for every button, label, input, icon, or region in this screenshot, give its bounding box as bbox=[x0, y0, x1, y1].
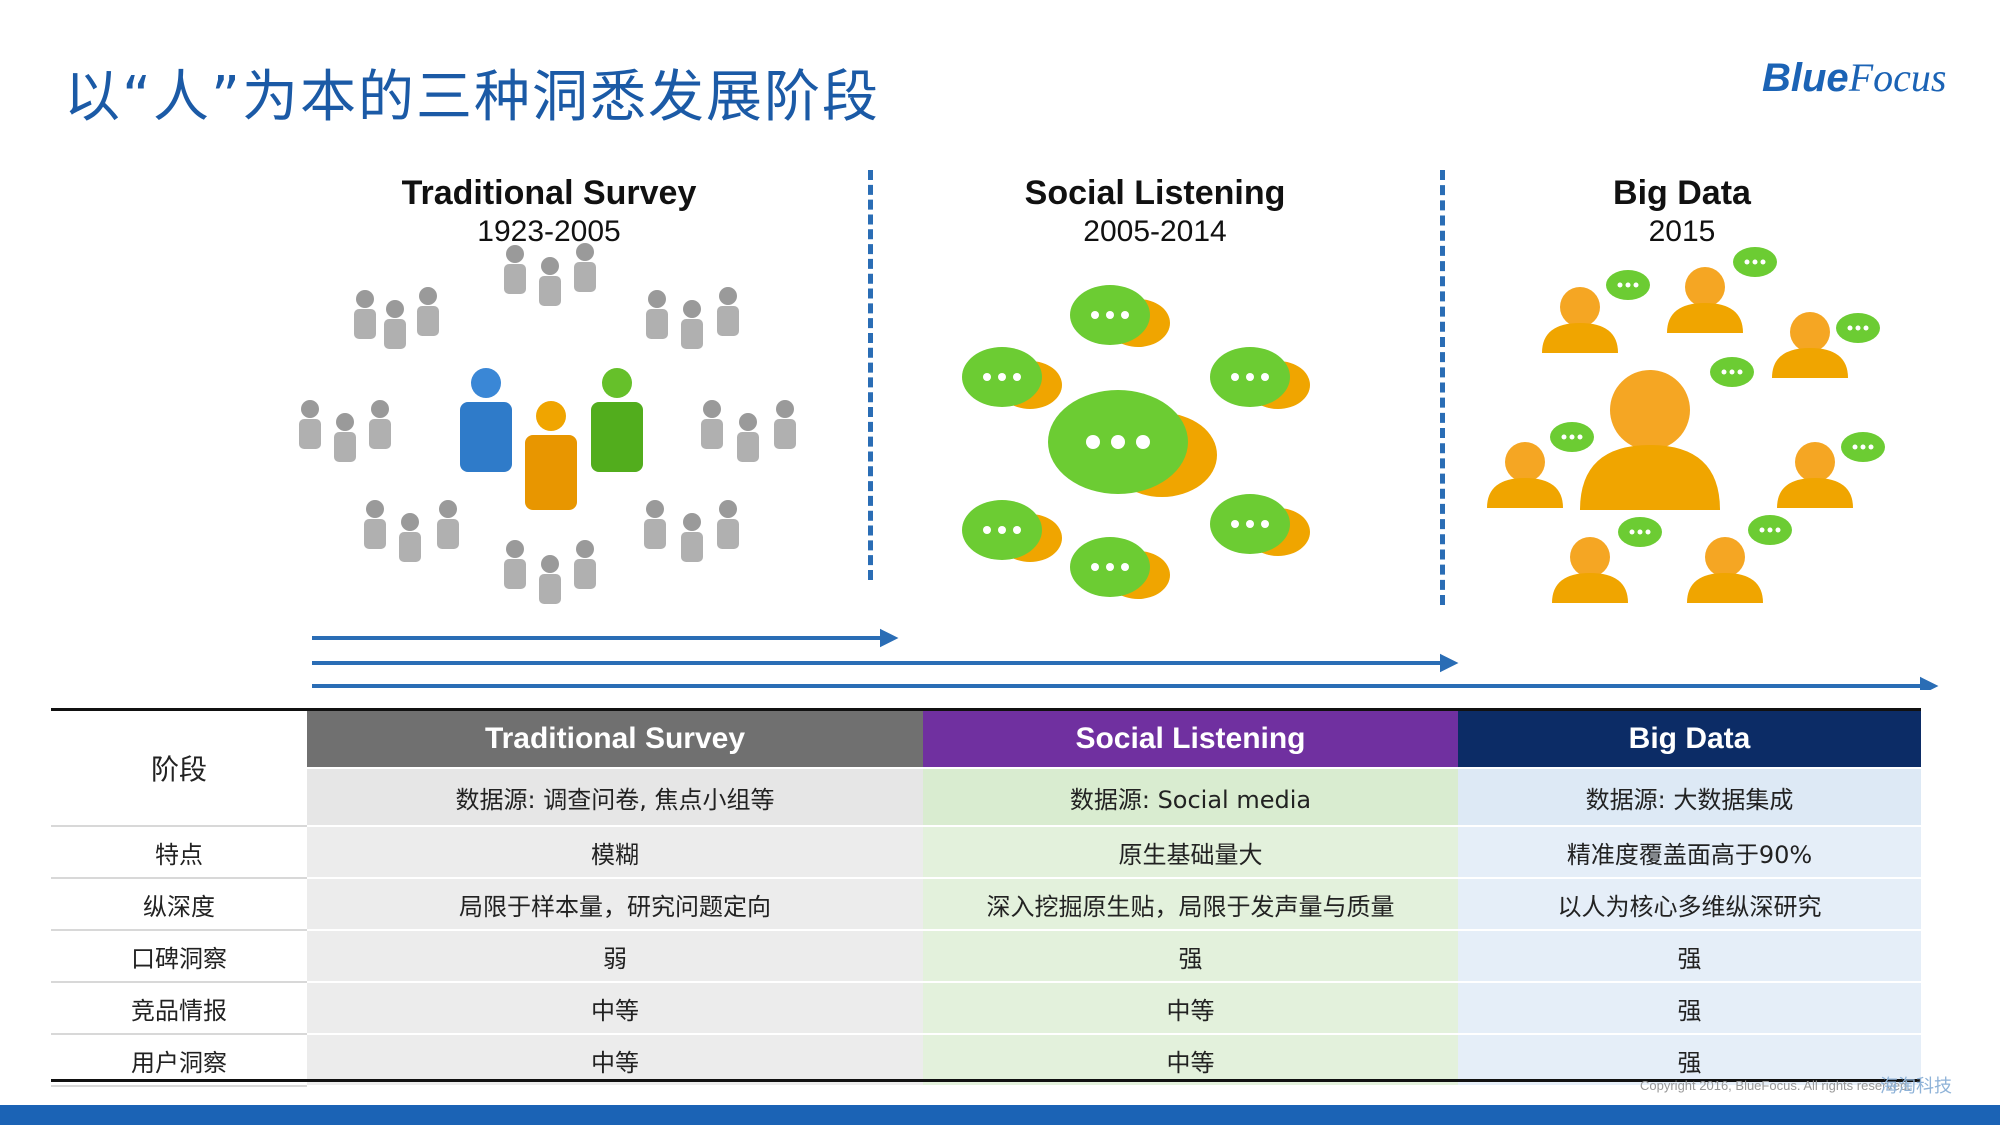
table-cell: 强 bbox=[1458, 1034, 1921, 1087]
table-row: 竞品情报 中等 中等 强 bbox=[51, 982, 1921, 1035]
chat-bubble-icon bbox=[1048, 390, 1217, 497]
chat-bubble-icon bbox=[962, 347, 1062, 409]
orange-person-icon bbox=[525, 401, 577, 510]
table-cell: 深入挖掘原生贴，局限于发声量与质量 bbox=[923, 878, 1458, 931]
header-big-data: Big Data bbox=[1458, 711, 1921, 769]
green-person-icon bbox=[591, 368, 643, 472]
table-cell: 局限于样本量，研究问题定向 bbox=[307, 878, 923, 931]
table-cell: 以人为核心多维纵深研究 bbox=[1458, 878, 1921, 931]
stage-years: 2005-2014 bbox=[1083, 215, 1227, 248]
footer-bar bbox=[0, 1105, 2000, 1125]
people-crowd-illustration bbox=[299, 243, 796, 604]
row-label: 用户洞察 bbox=[51, 1034, 307, 1087]
source-cell: 数据源: Social media bbox=[923, 768, 1458, 827]
stage-name: Big Data bbox=[1613, 174, 1751, 212]
chat-bubbles-illustration bbox=[962, 285, 1310, 599]
table-cell: 中等 bbox=[307, 982, 923, 1035]
chat-bubble-icon bbox=[1070, 537, 1170, 599]
chat-bubble-icon bbox=[1210, 494, 1310, 556]
table-row: 纵深度 局限于样本量，研究问题定向 深入挖掘原生贴，局限于发声量与质量 以人为核… bbox=[51, 878, 1921, 931]
bluefocus-logo: BlueFocus bbox=[1762, 55, 1947, 100]
watermark-text: 海淘科技 bbox=[1880, 1076, 1952, 1097]
table-bottom-rule bbox=[51, 1079, 1921, 1082]
table-cell: 强 bbox=[1458, 982, 1921, 1035]
page-title: 以“人”为本的三种洞悉发展阶段 bbox=[64, 65, 881, 130]
main-person-icon bbox=[1580, 370, 1720, 510]
stage-years: 1923-2005 bbox=[477, 215, 621, 248]
stage-years: 2015 bbox=[1648, 215, 1716, 248]
stage-divider bbox=[1440, 170, 1445, 605]
table-cell: 中等 bbox=[923, 1034, 1458, 1087]
row-label: 口碑洞察 bbox=[51, 930, 307, 983]
table-cell: 中等 bbox=[923, 982, 1458, 1035]
table-top-rule bbox=[51, 708, 1921, 711]
stage-big-data: Big Data 2015 bbox=[1422, 174, 1942, 249]
timeline-arrows bbox=[312, 628, 1939, 690]
chat-bubble-icon bbox=[1210, 347, 1310, 409]
arrow-head-icon bbox=[1920, 676, 1939, 690]
header-social-listening: Social Listening bbox=[923, 711, 1458, 769]
stage-label-cell: 阶段 bbox=[51, 711, 307, 827]
chat-bubble-icon bbox=[962, 500, 1062, 562]
source-cell: 数据源: 调查问卷, 焦点小组等 bbox=[307, 768, 923, 827]
stage-social-listening: Social Listening 2005-2014 bbox=[895, 174, 1415, 249]
table-cell: 模糊 bbox=[307, 826, 923, 879]
stage-divider bbox=[868, 170, 873, 580]
source-cell: 数据源: 大数据集成 bbox=[1458, 768, 1921, 827]
arrow-head-icon bbox=[880, 628, 899, 648]
stage-name: Social Listening bbox=[1024, 174, 1286, 212]
blue-person-icon bbox=[460, 368, 512, 472]
table-row: 特点 模糊 原生基础量大 精准度覆盖面高于90% bbox=[51, 826, 1921, 879]
chat-bubble-icon bbox=[1070, 285, 1170, 347]
arrow-head-icon bbox=[1440, 653, 1459, 673]
table-header-row: 阶段 Traditional Survey Social Listening B… bbox=[51, 711, 1921, 827]
table-cell: 强 bbox=[1458, 930, 1921, 983]
table-cell: 弱 bbox=[307, 930, 923, 983]
stage-traditional-survey: Traditional Survey 1923-2005 bbox=[289, 174, 809, 249]
comparison-table: 阶段 Traditional Survey Social Listening B… bbox=[51, 711, 1921, 1087]
table-cell: 强 bbox=[923, 930, 1458, 983]
row-label: 竞品情报 bbox=[51, 982, 307, 1035]
row-label: 特点 bbox=[51, 826, 307, 879]
big-data-people-illustration bbox=[1487, 247, 1885, 603]
stage-name: Traditional Survey bbox=[401, 174, 697, 212]
table-cell: 原生基础量大 bbox=[923, 826, 1458, 879]
row-label: 纵深度 bbox=[51, 878, 307, 931]
table-row: 口碑洞察 弱 强 强 bbox=[51, 930, 1921, 983]
table-row: 用户洞察 中等 中等 强 bbox=[51, 1034, 1921, 1087]
table-cell: 精准度覆盖面高于90% bbox=[1458, 826, 1921, 879]
copyright-text: Copyright 2016, BlueFocus. All rights re… bbox=[1640, 1078, 1911, 1093]
header-traditional-survey: Traditional Survey bbox=[307, 711, 923, 769]
table-cell: 中等 bbox=[307, 1034, 923, 1087]
table-row: 数据源: 调查问卷, 焦点小组等 数据源: Social media 数据源: … bbox=[51, 768, 1921, 827]
